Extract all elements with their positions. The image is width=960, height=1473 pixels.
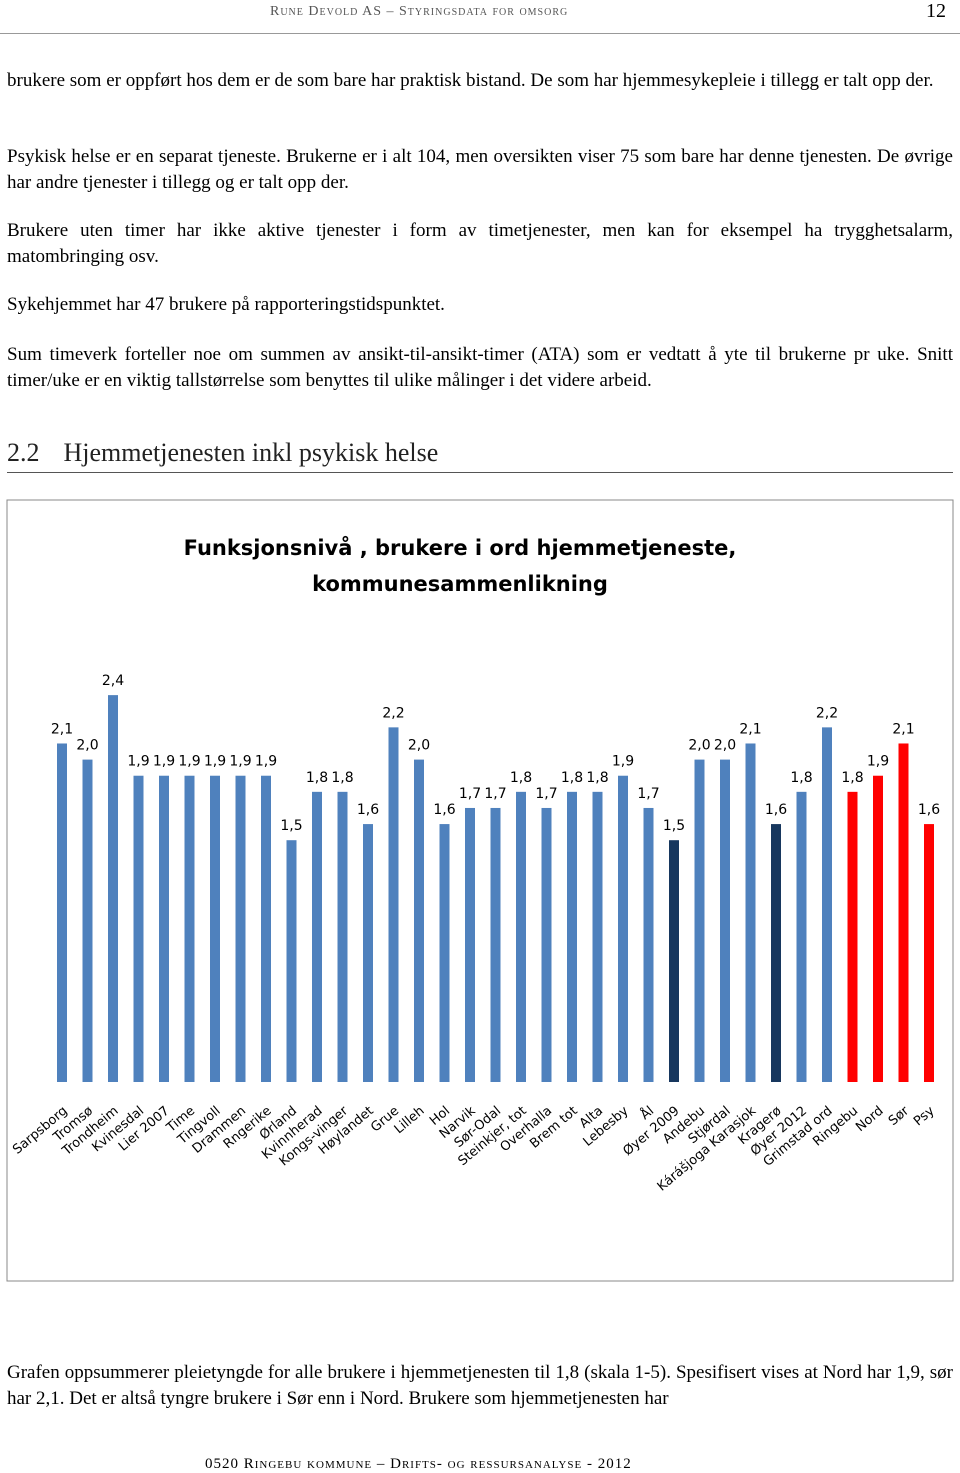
bar — [720, 759, 730, 1082]
value-label: 2,4 — [102, 673, 124, 689]
bar — [516, 791, 526, 1082]
bar — [57, 743, 67, 1082]
section-heading: 2.2 Hjemmetjenesten inkl psykisk helse — [7, 438, 438, 468]
header-rule — [0, 33, 960, 34]
bar — [133, 775, 144, 1082]
value-label: 1,6 — [765, 802, 787, 818]
value-label: 2,0 — [408, 738, 430, 754]
value-label: 1,5 — [663, 818, 685, 834]
value-label: 2,0 — [76, 738, 98, 754]
paragraph: brukere som er oppført hos dem er de som… — [7, 70, 934, 91]
bar — [541, 807, 552, 1082]
bar — [337, 791, 348, 1082]
bar — [771, 824, 781, 1082]
bar — [286, 840, 297, 1082]
value-label: 2,0 — [714, 738, 736, 754]
bar — [490, 807, 501, 1082]
paragraph: Sykehjemmet har 47 brukere på rapporteri… — [7, 294, 445, 315]
bar — [184, 775, 195, 1082]
value-label: 1,8 — [331, 770, 353, 786]
value-label: 1,7 — [459, 786, 481, 802]
section-number: 2.2 — [7, 438, 40, 467]
value-label: 1,9 — [229, 754, 251, 770]
bar — [898, 743, 909, 1082]
value-label: 1,9 — [178, 754, 200, 770]
bar — [822, 727, 832, 1082]
footer: 0520 Ringebu kommune – Drifts- og ressur… — [205, 1456, 632, 1472]
page-number: 12 — [926, 0, 946, 22]
bar — [312, 791, 322, 1082]
value-label: 1,9 — [255, 754, 277, 770]
chart-title: Funksjonsnivå , brukere i ord hjemmetjen… — [183, 536, 737, 596]
bar — [847, 791, 858, 1082]
value-label: 2,1 — [892, 721, 914, 737]
chart-frame — [6, 499, 954, 1282]
value-label: 1,9 — [127, 754, 149, 770]
value-label: 1,7 — [535, 786, 557, 802]
value-label: 1,8 — [586, 770, 608, 786]
paragraph: Grafen oppsummerer pleietyngde for alle … — [7, 1362, 953, 1409]
bar — [669, 840, 679, 1082]
value-label: 1,6 — [918, 802, 940, 818]
bar — [363, 824, 373, 1082]
bar — [745, 743, 756, 1082]
paragraph: Brukere uten timer har ikke aktive tjene… — [7, 220, 953, 267]
header-title: Rune Devold AS – Styringsdata for omsorg — [270, 4, 569, 19]
bar — [592, 791, 603, 1082]
section-title: Hjemmetjenesten inkl psykisk helse — [63, 438, 439, 467]
value-label: 2,2 — [382, 705, 404, 721]
bar — [924, 824, 934, 1082]
paragraph: Psykisk helse er en separat tjeneste. Br… — [7, 146, 953, 193]
value-label: 2,1 — [51, 721, 73, 737]
bar — [414, 759, 424, 1082]
value-label: 2,2 — [816, 705, 838, 721]
bar — [388, 727, 399, 1082]
value-label: 2,1 — [739, 721, 761, 737]
value-label: 1,9 — [204, 754, 226, 770]
value-label: 1,6 — [357, 802, 379, 818]
bar — [465, 807, 475, 1082]
bar — [159, 775, 169, 1082]
value-label: 1,8 — [841, 770, 863, 786]
bar — [82, 759, 93, 1082]
paragraph: Sum timeverk forteller noe om summen av … — [7, 344, 953, 391]
bar — [235, 775, 246, 1082]
value-label: 1,6 — [433, 802, 455, 818]
bar — [618, 775, 628, 1082]
value-label: 1,5 — [280, 818, 302, 834]
value-label: 1,9 — [612, 754, 634, 770]
bar — [873, 775, 883, 1082]
value-label: 1,8 — [790, 770, 812, 786]
bar — [643, 807, 654, 1082]
value-label: 1,7 — [484, 786, 506, 802]
value-label: 1,8 — [561, 770, 583, 786]
bar — [694, 759, 705, 1082]
value-label: 1,8 — [510, 770, 532, 786]
value-label: 2,0 — [688, 738, 710, 754]
value-label: 1,9 — [153, 754, 175, 770]
chart: 2,1Sarpsborg2,0Tromsø2,4Trondheim1,9Kvin… — [6, 499, 954, 1282]
heading-rule — [7, 472, 953, 473]
value-label: 1,9 — [867, 754, 889, 770]
value-label: 1,7 — [637, 786, 659, 802]
bar — [210, 775, 220, 1082]
bar — [439, 824, 450, 1082]
bar — [796, 791, 807, 1082]
bar — [261, 775, 271, 1082]
bar — [567, 791, 577, 1082]
bar — [108, 695, 118, 1082]
value-label: 1,8 — [306, 770, 328, 786]
